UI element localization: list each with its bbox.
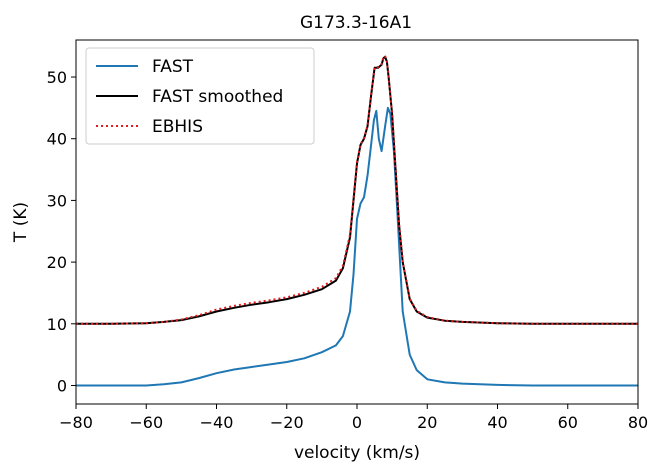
legend-label: FAST <box>152 57 194 77</box>
x-tick-label: 20 <box>417 413 437 432</box>
legend-box <box>85 47 315 145</box>
x-tick-label: −60 <box>129 413 163 432</box>
x-axis-label: velocity (km/s) <box>294 443 420 463</box>
chart-title: G173.3-16A1 <box>300 13 412 33</box>
x-tick-label: 60 <box>558 413 578 432</box>
series-line-fast <box>76 106 638 387</box>
y-tick-label: 20 <box>47 253 67 272</box>
legend-label: FAST smoothed <box>152 87 283 107</box>
x-axis: −80 −60 −40 −20 0 20 40 60 80 <box>59 404 648 432</box>
y-tick-label: 10 <box>47 315 67 334</box>
x-tick-label: 80 <box>628 413 648 432</box>
y-tick-label: 50 <box>47 68 67 87</box>
legend: FAST FAST smoothed EBHIS <box>85 47 315 145</box>
y-axis-label: T (K) <box>11 202 31 243</box>
x-tick-label: 40 <box>487 413 507 432</box>
series-line-ebhis <box>76 55 638 325</box>
series-layer <box>76 55 638 387</box>
y-tick-label: 30 <box>47 191 67 210</box>
y-tick-label: 0 <box>57 376 67 395</box>
x-tick-label: −40 <box>200 413 234 432</box>
legend-label: EBHIS <box>152 117 203 137</box>
x-tick-label: −20 <box>270 413 304 432</box>
y-axis: 0 10 20 30 40 50 <box>47 68 76 395</box>
x-tick-label: −80 <box>59 413 93 432</box>
y-tick-label: 40 <box>47 130 67 149</box>
x-tick-label: 0 <box>352 413 362 432</box>
